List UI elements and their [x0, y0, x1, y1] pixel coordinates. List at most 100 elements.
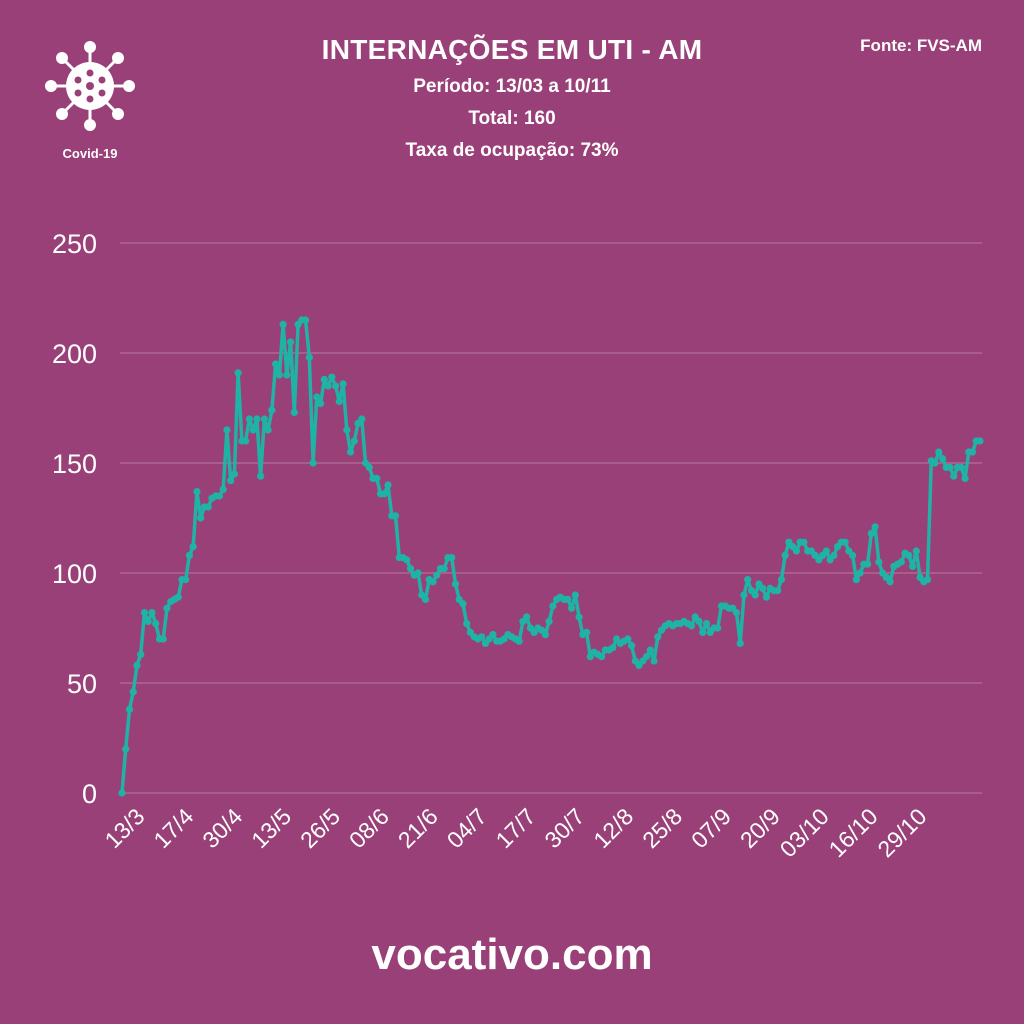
data-point [774, 587, 782, 595]
data-point [324, 382, 332, 390]
data-point [433, 571, 441, 579]
y-tick-label: 100 [52, 559, 97, 589]
data-point [174, 593, 182, 601]
data-point [744, 576, 752, 584]
data-point [650, 657, 658, 665]
data-point [886, 578, 894, 586]
data-point [365, 463, 373, 471]
data-point [358, 415, 366, 423]
data-point [549, 602, 557, 610]
data-point [287, 338, 295, 346]
y-tick-label: 200 [52, 339, 97, 369]
data-point [260, 415, 268, 423]
data-point [714, 624, 722, 632]
data-point [759, 584, 767, 593]
data-point [654, 633, 662, 641]
data-point [702, 620, 711, 628]
data-point [624, 635, 632, 643]
data-point [515, 637, 523, 645]
data-point [908, 562, 917, 571]
data-point [609, 644, 617, 652]
data-point [335, 397, 343, 405]
occupancy-text: Taxa de ocupação: 73% [405, 140, 619, 161]
data-point [275, 371, 283, 379]
x-tick-label: 26/5 [295, 803, 345, 853]
x-tick-label: 21/6 [393, 803, 443, 853]
x-tick-label: 29/10 [872, 803, 931, 862]
data-point [463, 620, 471, 628]
data-point [732, 609, 741, 617]
data-point [290, 408, 298, 416]
data-point [545, 617, 553, 626]
data-point [440, 565, 448, 573]
data-point [541, 631, 549, 639]
data-point [627, 642, 636, 650]
data-point [272, 360, 280, 368]
data-point [264, 426, 272, 434]
source-text: Fonte: FVS-AM [860, 36, 982, 55]
data-point [646, 646, 654, 654]
data-point [459, 600, 467, 608]
x-tick-label: 25/8 [637, 803, 687, 853]
data-point [523, 613, 531, 621]
data-point [253, 415, 261, 423]
chart-title: INTERNAÇÕES EM UTI - AM [321, 34, 703, 65]
data-point [118, 789, 126, 797]
data-point [268, 406, 276, 414]
data-point [373, 474, 381, 482]
data-point [148, 609, 156, 617]
data-point [152, 620, 160, 628]
data-point [320, 375, 328, 383]
data-point [227, 477, 235, 485]
data-point [852, 576, 860, 584]
data-point [968, 448, 977, 456]
data-point [736, 639, 744, 648]
data-point [781, 551, 789, 560]
data-point [242, 437, 250, 445]
data-point [957, 463, 965, 471]
x-tick-label: 30/4 [197, 803, 247, 853]
site-footer: vocativo.com [371, 930, 653, 979]
data-point [219, 485, 227, 493]
data-point [751, 591, 759, 599]
data-point [414, 569, 422, 577]
data-point [350, 437, 358, 445]
data-point [695, 617, 703, 626]
data-point [950, 472, 958, 480]
data-point [822, 547, 830, 555]
data-point [687, 622, 696, 630]
data-point [897, 558, 905, 566]
data-point [133, 661, 141, 670]
data-point [193, 488, 201, 496]
data-point [339, 380, 347, 388]
data-point [597, 653, 606, 661]
data-point [283, 371, 291, 379]
data-point [912, 547, 920, 555]
data-point [346, 448, 355, 456]
x-tick-label: 07/9 [686, 803, 736, 853]
data-point [568, 604, 576, 612]
data-point [234, 369, 242, 377]
data-point [343, 426, 351, 434]
data-point [189, 543, 197, 551]
data-point [129, 688, 137, 696]
data-point [923, 576, 932, 584]
y-tick-label: 150 [52, 449, 97, 479]
total-text: Total: 160 [468, 108, 556, 129]
data-point [489, 631, 497, 639]
data-point [863, 560, 872, 568]
data-point [575, 613, 583, 621]
data-point [451, 580, 460, 588]
chart-header: INTERNAÇÕES EM UTI - AM Período: 13/03 a… [0, 34, 1024, 162]
data-point [406, 565, 415, 573]
data-point [867, 529, 875, 538]
data-point [582, 628, 591, 637]
data-point [931, 459, 939, 467]
data-point [849, 551, 857, 560]
data-point [762, 593, 771, 601]
data-point [316, 400, 325, 408]
data-point [185, 551, 194, 560]
data-point [935, 448, 943, 456]
data-point [140, 609, 149, 617]
